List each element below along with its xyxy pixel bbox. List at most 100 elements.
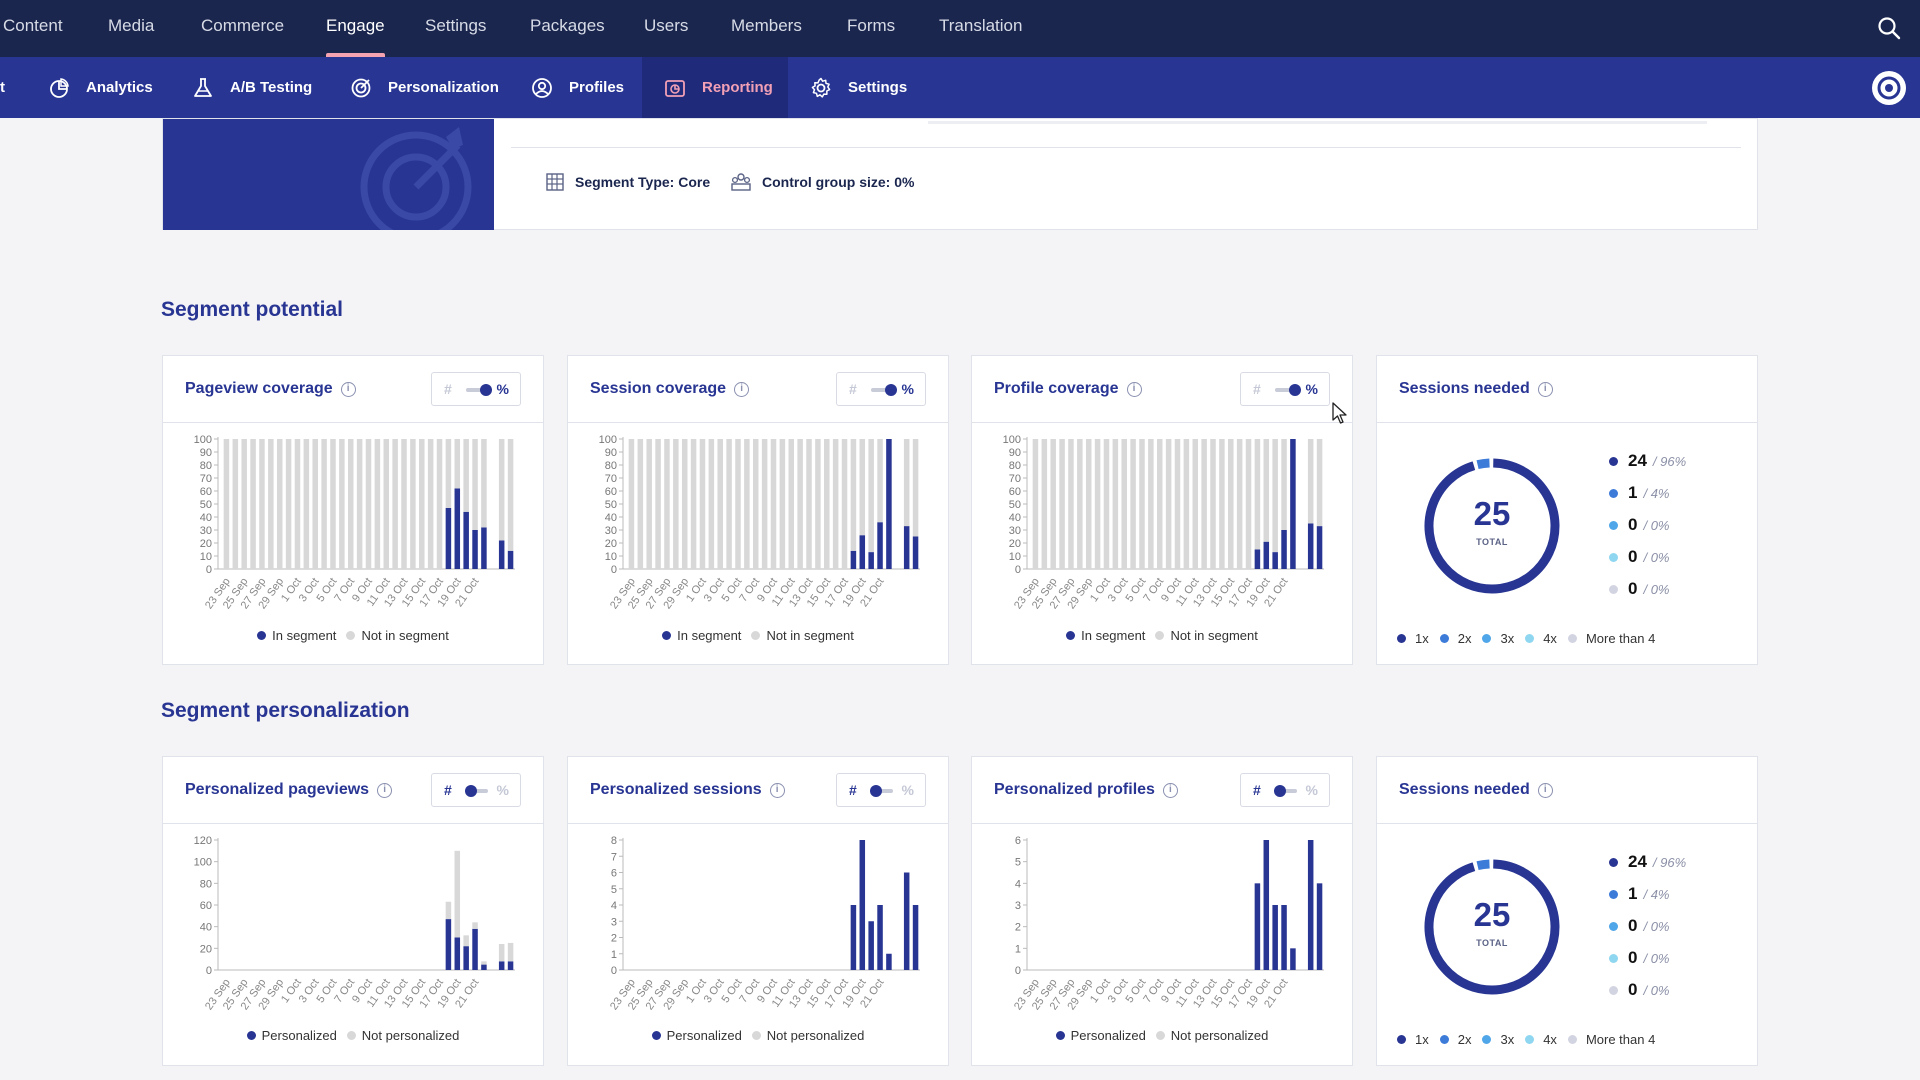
count-percent-toggle[interactable]: # % [836,773,926,807]
nav-item-forms[interactable]: Forms [847,16,896,35]
nav-item-members[interactable]: Members [731,16,802,35]
bar-primary [454,937,461,970]
info-icon[interactable]: i [377,783,393,798]
nav-item-settings[interactable]: Settings [425,16,487,35]
bar-primary [454,488,461,569]
bar-secondary [481,439,487,528]
legend-2x[interactable]: 2x [1439,631,1471,646]
legend-3x[interactable]: 3x [1482,631,1514,646]
bar-primary [445,919,452,970]
y-tick-label: 90 [605,447,617,459]
nav-item-packages[interactable]: Packages [530,16,605,35]
bar-secondary [770,439,777,569]
nav-item-commerce[interactable]: Commerce [201,16,285,35]
search-icon[interactable] [1876,15,1902,41]
card-header: Personalized pageviews i # % [163,757,543,824]
toggle-knob [885,384,897,396]
legend-not-in-segment[interactable]: Not in segment [1155,628,1258,643]
card-title: Personalized profiles i [994,781,1178,799]
bar-secondary [1263,439,1270,542]
legend-in-segment[interactable]: In segment [257,628,336,643]
bar-primary [472,928,478,970]
card-header: Pageview coverage i # % [163,356,543,423]
info-icon[interactable]: i [1537,783,1553,798]
y-tick-label: 30 [605,525,617,537]
sub-nav-item-reporting[interactable]: Reporting [642,57,788,118]
bar-primary [1254,549,1261,569]
donut-legend: 1x 2x 3x 4x More than 4 [1397,1032,1747,1047]
bar-primary [859,535,866,569]
nav-item-engage[interactable]: Engage [326,0,385,57]
y-tick-label: 50 [605,499,617,511]
info-icon[interactable]: i [769,783,785,798]
legend-2x[interactable]: 2x [1439,1032,1471,1047]
legend-not-personalized[interactable]: Not personalized [751,1028,864,1043]
legend-4x[interactable]: 4x [1525,1032,1557,1047]
y-tick-label: 20 [605,538,617,550]
legend-not-in-segment[interactable]: Not in segment [346,628,449,643]
sub-nav-item-profiles[interactable]: Profiles [531,57,624,118]
legend-not-personalized[interactable]: Not personalized [346,1028,459,1043]
user-avatar[interactable] [1872,71,1906,105]
bar-secondary [824,439,830,569]
bar-secondary [1183,439,1190,569]
sub-nav-item-settings[interactable]: Settings [810,57,907,118]
card-title: Session coverage i [590,380,750,398]
bar-secondary [717,439,723,569]
info-icon[interactable]: i [340,382,356,397]
count-percent-toggle[interactable]: # % [1240,773,1330,807]
donut-slice [1476,458,1490,470]
sub-nav-item-personalization[interactable]: Personalization [350,57,499,118]
percent-label: % [496,381,509,397]
legend-more-than-4[interactable]: More than 4 [1567,631,1655,646]
sub-nav-item-analytics[interactable]: Analytics [48,57,153,118]
y-tick-label: 20 [200,943,212,955]
info-icon[interactable]: i [734,382,750,397]
breakdown-row: 0/ 0% [1609,974,1686,1006]
legend-4x[interactable]: 4x [1525,631,1557,646]
legend-not-in-segment[interactable]: Not in segment [751,628,854,643]
y-tick-label: 40 [200,922,212,934]
legend-1x[interactable]: 1x [1397,1032,1429,1047]
legend-more-than-4[interactable]: More than 4 [1567,1032,1655,1047]
sub-nav-item-ab-testing[interactable]: A/B Testing [192,57,312,118]
count-percent-toggle[interactable]: # % [431,372,521,406]
count-percent-toggle[interactable]: # % [431,773,521,807]
breakdown-row: 24/ 96% [1609,846,1686,878]
count-percent-toggle[interactable]: # % [1240,372,1330,406]
legend-personalized[interactable]: Personalized [651,1028,742,1043]
legend-1x[interactable]: 1x [1397,631,1429,646]
bar-secondary [250,439,256,569]
donut-total-label: TOTAL [1476,537,1508,547]
sub-nav-label: A/B Testing [230,79,313,96]
info-icon[interactable]: i [1126,382,1142,397]
bar-secondary [1148,439,1154,569]
breakdown-row: 24/ 96% [1609,445,1686,477]
info-icon[interactable]: i [1537,382,1553,397]
bar-secondary [1050,439,1056,569]
bar-secondary [744,439,750,569]
count-percent-toggle[interactable]: # % [836,372,926,406]
sub-nav-item-clipped[interactable]: t [0,79,5,96]
y-tick-label: 120 [194,835,212,847]
nav-item-content[interactable]: Content [3,16,63,35]
legend-personalized[interactable]: Personalized [246,1028,337,1043]
legend-in-segment[interactable]: In segment [1066,628,1145,643]
breakdown-row: 0/ 0% [1609,573,1686,605]
info-icon[interactable]: i [1162,783,1178,798]
nav-item-media[interactable]: Media [108,16,155,35]
legend-in-segment[interactable]: In segment [662,628,741,643]
legend-not-personalized[interactable]: Not personalized [1155,1028,1268,1043]
personalized-pageviews-card: Personalized pageviews i # % 0 20 40 60 80 100… [162,756,544,1066]
nav-item-translation[interactable]: Translation [939,16,1023,35]
y-tick-label: 60 [1009,486,1021,498]
nav-item-users[interactable]: Users [644,16,689,35]
legend-3x[interactable]: 3x [1482,1032,1514,1047]
percent-label: % [901,381,914,397]
bar-primary [868,552,874,569]
mouse-cursor-icon [1332,402,1347,424]
donut-chart [1424,859,1560,995]
bar-secondary [276,439,283,569]
legend-personalized[interactable]: Personalized [1055,1028,1146,1043]
bar-secondary [445,901,452,920]
